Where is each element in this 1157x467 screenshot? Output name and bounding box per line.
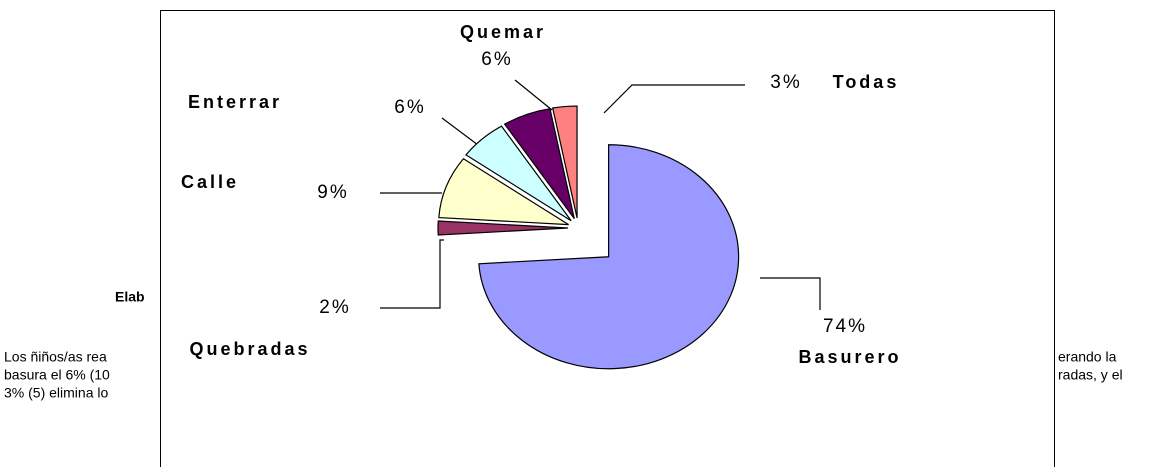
slice-value-label: 74% — [823, 316, 867, 337]
leader-line — [514, 79, 553, 111]
slice-value-label: 6% — [394, 97, 425, 118]
heading-fragment: Elab — [115, 289, 145, 305]
slice-name: Enterrar — [188, 92, 282, 112]
slice-name: Quemar — [460, 22, 546, 42]
slice-name: Quebradas — [189, 339, 310, 359]
pie — [437, 105, 740, 370]
leader-line — [603, 84, 745, 114]
leader-lines — [380, 79, 821, 310]
text-line: 3% (5) elimina lo — [4, 385, 108, 401]
pie-slice — [478, 144, 740, 370]
slice-value-label: 6% — [481, 49, 512, 70]
leader-line — [760, 277, 821, 310]
pie-slice — [465, 125, 572, 222]
chart-frame — [160, 10, 1055, 467]
slice-name: Calle — [181, 172, 239, 192]
slice-value-label: 9% — [317, 182, 348, 203]
slice-name: Basurero — [798, 347, 901, 367]
slice-name: Todas — [833, 72, 900, 92]
text-line: basura el 6% (10 — [4, 367, 110, 383]
text-line: erando la — [1058, 349, 1117, 365]
slice-value-label: 2% — [319, 297, 350, 318]
leader-line — [441, 117, 483, 149]
text-line: Los ñiños/as rea — [4, 349, 107, 365]
pie-slice — [551, 105, 578, 219]
pie-slice — [437, 220, 569, 236]
text-line: radas, y el — [1058, 367, 1123, 383]
slice-value-label: 3% — [770, 72, 801, 93]
leader-line — [380, 239, 444, 309]
pie-slice — [503, 108, 575, 220]
pie-slice — [438, 157, 569, 226]
